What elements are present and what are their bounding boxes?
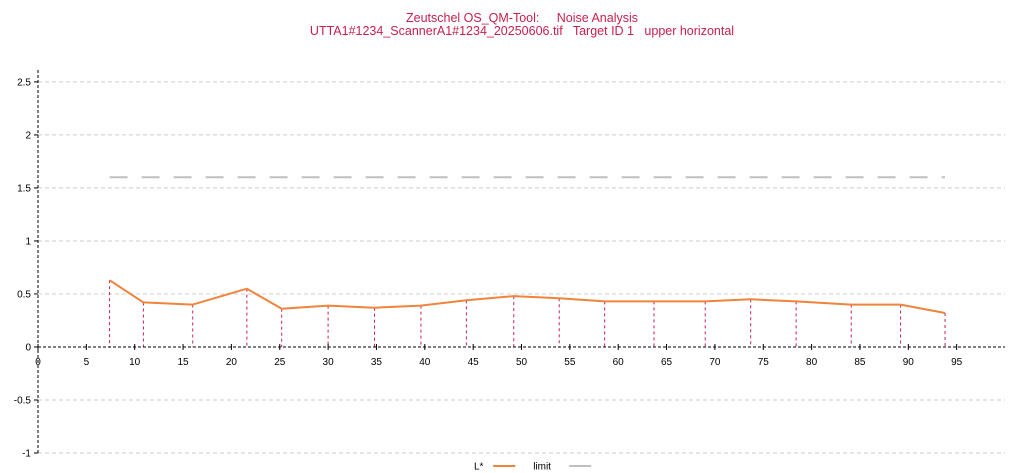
x-tick-label: 55 [564,357,576,368]
y-tick-label: 2 [25,130,31,141]
x-tick-label: 75 [758,357,770,368]
x-tick-label: 65 [661,357,673,368]
y-tick-label: 2.5 [17,77,31,88]
x-tick-label: 45 [468,357,480,368]
y-tick-label: 0 [25,342,31,353]
legend-label: L* [474,462,484,473]
y-tick-label: 0.5 [17,289,31,300]
x-tick-label: 70 [709,357,721,368]
x-tick-label: 25 [274,357,286,368]
x-tick-label: 60 [613,357,625,368]
drop-lines [109,280,946,347]
x-tick-label: 30 [323,357,335,368]
y-tick-label: -1 [22,449,31,460]
x-tick-label: 5 [84,357,90,368]
grid-lines [38,81,1005,454]
x-tick-label: 40 [419,357,431,368]
series-lines [109,176,946,314]
x-tick-label: 95 [951,357,963,368]
x-tick-label: 15 [177,357,189,368]
legend-label: limit [533,462,551,473]
x-tick-label: 85 [854,357,866,368]
axes: -1 -0.5 0 0.5 1 1.5 2 2.5 0 5 10 15 20 25 30 35 40 45 50 55… [14,70,1005,460]
x-tick-label: 80 [806,357,818,368]
x-tick-label: 90 [903,357,915,368]
legend: L* limit [474,462,592,473]
y-tick-label: 1.5 [17,183,31,194]
series-line-l [109,279,946,314]
y-tick-label: -0.5 [14,395,32,406]
y-tick-label: 1 [25,236,31,247]
x-tick-label: 0 [35,357,41,368]
x-tick-label: 35 [371,357,383,368]
chart-title-line-1: Zeutschel OS_QM-Tool: Noise Analysis [405,11,639,25]
x-tick-label: 20 [226,357,238,368]
x-tick-label: 10 [129,357,141,368]
x-tick-label: 50 [516,357,528,368]
chart-title-line-2: UTTA1#1234_ScannerA1#1234_20250606.tif T… [309,24,735,38]
